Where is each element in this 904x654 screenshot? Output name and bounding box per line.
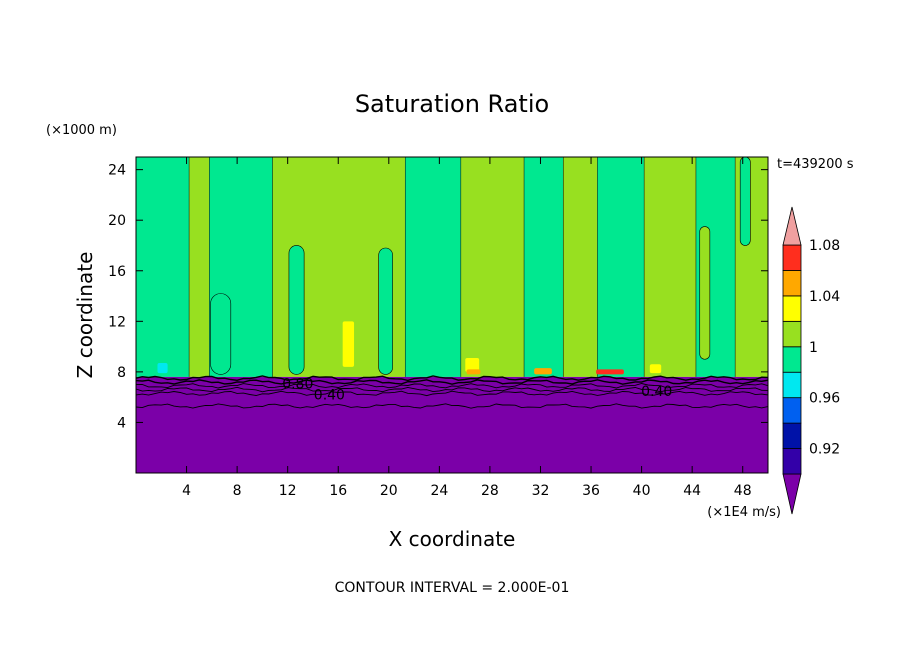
- colorbar-tick-label: 1.08: [809, 238, 840, 254]
- contour-line: [135, 379, 769, 385]
- x-tick-label: 8: [233, 483, 242, 499]
- contour-lines: 0.800.40 0.40: [135, 375, 769, 409]
- contour-interval-footer: CONTOUR INTERVAL = 2.000E-01: [335, 580, 570, 596]
- y-tick-label: 8: [117, 365, 126, 381]
- contour-line: [135, 383, 769, 389]
- colorbar-tick-label: 1: [809, 340, 818, 356]
- x-tick-label: 28: [481, 483, 499, 499]
- x-tick-label: 36: [582, 483, 600, 499]
- y-tick-label: 20: [108, 213, 126, 229]
- hotspot-region: [465, 357, 480, 372]
- x-tick-label: 4: [182, 483, 191, 499]
- contour-label: 0.40: [314, 388, 345, 404]
- pocket-region: [378, 247, 393, 375]
- hotspot-region: [157, 363, 168, 374]
- colorbar-swatch: [782, 448, 802, 475]
- hotspot-region: [466, 369, 481, 375]
- x-tick-label: 20: [380, 483, 398, 499]
- band-region: [189, 157, 210, 377]
- y-axis-title: Z coordinate: [73, 252, 97, 379]
- band-region: [524, 157, 564, 377]
- x-unit-label: (×1E4 m/s): [707, 505, 781, 520]
- x-tick-label: 12: [279, 483, 297, 499]
- x-tick-label: 44: [683, 483, 701, 499]
- colorbar-swatch: [782, 397, 802, 424]
- x-tick-label: 16: [329, 483, 347, 499]
- colorbar-swatch: [782, 244, 802, 271]
- pocket-region: [699, 226, 711, 360]
- colorbar-swatch: [782, 320, 802, 348]
- x-tick-label: 32: [532, 483, 550, 499]
- band-region: [597, 157, 645, 377]
- contour-line: [135, 403, 769, 409]
- x-tick-label: 48: [734, 483, 752, 499]
- band-region: [563, 157, 598, 377]
- contour-line: [135, 390, 769, 397]
- pocket-region: [210, 293, 232, 375]
- colorbar-swatch: [782, 295, 802, 322]
- x-tick-label: 24: [430, 483, 448, 499]
- contour-line: [135, 386, 769, 393]
- colorbar-swatch: [782, 371, 802, 399]
- pocket-region: [288, 245, 305, 375]
- x-tick-label: 40: [633, 483, 651, 499]
- colorbar-tick-label: 0.96: [809, 391, 840, 407]
- hotspot-region: [342, 321, 355, 367]
- hotspot-region: [596, 369, 624, 375]
- y-unit-label: (×1000 m): [46, 123, 117, 138]
- y-tick-label: 24: [108, 163, 126, 179]
- x-axis-ticks: 4 8 12 16 20 24 28 32 36 40 44 48: [182, 157, 752, 499]
- x-axis-title: X coordinate: [389, 527, 516, 551]
- y-tick-label: 4: [117, 415, 126, 431]
- contour-field: [136, 156, 768, 473]
- colorbar-swatch: [782, 422, 802, 449]
- time-label: t=439200 s: [777, 157, 854, 172]
- colorbar-lower-triangle: [782, 473, 802, 515]
- colorbar: 0.92 0.96 1 1.04 1.08: [782, 206, 840, 515]
- pocket-region: [739, 156, 751, 246]
- band-region: [136, 157, 190, 377]
- colorbar-swatch: [782, 270, 802, 297]
- colorbar-upper-triangle: [782, 206, 802, 246]
- y-tick-label: 16: [108, 264, 126, 280]
- contour-line: [135, 375, 769, 382]
- contour-label: 0.80: [282, 376, 313, 392]
- colorbar-tick-label: 1.04: [809, 289, 840, 305]
- y-axis-ticks: 4 8 12 16 20 24: [108, 163, 768, 431]
- band-region: [644, 157, 696, 377]
- colorbar-swatch: [782, 346, 802, 373]
- band-region: [460, 157, 525, 377]
- contour-label: 0.40: [641, 384, 672, 400]
- plot-frame: [135, 156, 769, 474]
- band-region: [405, 157, 461, 377]
- colorbar-tick-label: 0.92: [809, 442, 840, 458]
- hotspot-region: [534, 368, 552, 375]
- chart-title: Saturation Ratio: [355, 90, 549, 118]
- hotspot-region: [649, 364, 662, 374]
- y-tick-label: 12: [108, 314, 126, 330]
